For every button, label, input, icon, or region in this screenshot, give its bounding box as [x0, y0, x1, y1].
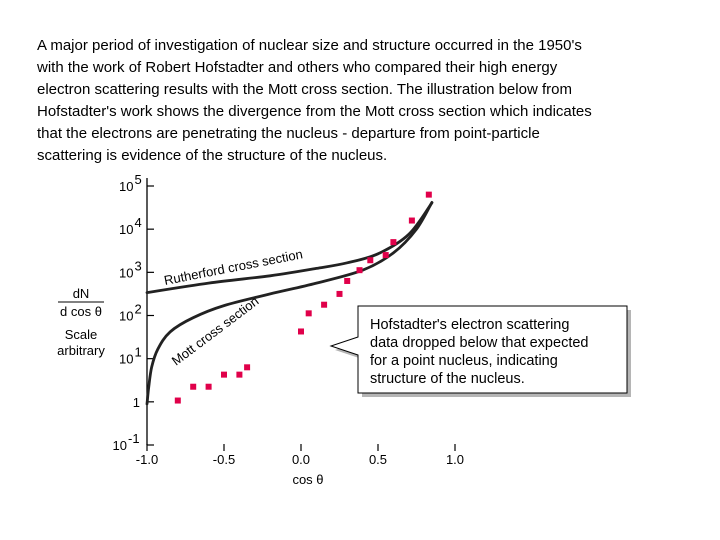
- x-tick-label: 0.0: [292, 452, 310, 467]
- y-tick-exponent: 3: [135, 258, 142, 273]
- callout-line: for a point nucleus, indicating: [370, 353, 558, 369]
- data-point: [336, 290, 343, 297]
- intro-line: scattering is evidence of the structure …: [37, 147, 388, 164]
- y-tick-label: 10: [119, 222, 133, 237]
- intro-line: electron scattering results with the Mot…: [37, 81, 572, 98]
- data-point: [298, 328, 304, 335]
- y-tick-label: 10: [119, 265, 133, 280]
- ylabel-numerator: dN: [73, 286, 90, 301]
- rutherford-curve-label: Rutherford cross section: [163, 246, 304, 288]
- y-tick-label: 10: [119, 352, 133, 367]
- data-point: [382, 252, 389, 259]
- curves: [145, 201, 434, 406]
- y-tick-exponent: -1: [128, 431, 140, 446]
- x-tick-label: 1.0: [446, 452, 464, 467]
- mott-curve: [145, 201, 434, 406]
- x-tick-label: 0.5: [369, 452, 387, 467]
- data-point: [221, 371, 227, 378]
- labels: dN d cos θ Scale arbitrary cos θ Rutherf…: [57, 246, 631, 487]
- x-tick-label: -0.5: [213, 452, 235, 467]
- data-point: [305, 310, 312, 317]
- callout-line: structure of the nucleus.: [370, 371, 525, 387]
- x-tick-label: -1.0: [136, 452, 158, 467]
- callout-line: data dropped below that expected: [370, 335, 588, 351]
- intro-line: that the electrons are penetrating the n…: [37, 125, 540, 142]
- y-tick-label: 10: [113, 438, 127, 453]
- data-point: [356, 267, 363, 274]
- ylabel-scale: Scale: [65, 327, 98, 342]
- data-point: [367, 257, 374, 264]
- data-points: [174, 191, 432, 404]
- y-tick-label: 10: [119, 309, 133, 324]
- data-point: [190, 383, 197, 390]
- data-point: [174, 397, 181, 404]
- y-tick-exponent: 5: [135, 172, 142, 187]
- data-point: [236, 371, 243, 378]
- data-point: [390, 239, 397, 246]
- callout-box: [329, 305, 628, 394]
- mott-curve-label: Mott cross section: [169, 293, 262, 368]
- ylabel-arbitrary: arbitrary: [57, 343, 105, 358]
- data-point: [344, 277, 351, 284]
- data-point: [205, 383, 212, 390]
- xlabel: cos θ: [292, 472, 323, 487]
- y-tick-exponent: 1: [135, 345, 142, 360]
- rutherford-curve: [145, 201, 434, 294]
- data-point: [408, 217, 415, 224]
- intro-paragraph: A major period of investigation of nucle…: [37, 35, 687, 167]
- y-tick-exponent: 2: [135, 302, 142, 317]
- data-point: [425, 191, 432, 198]
- data-point: [244, 364, 251, 371]
- y-tick-exponent: 4: [135, 215, 142, 230]
- data-point: [321, 301, 328, 308]
- intro-line: with the work of Robert Hofstadter and o…: [37, 59, 558, 76]
- y-tick-label: 10: [119, 179, 133, 194]
- intro-line: A major period of investigation of nucle…: [37, 37, 582, 54]
- ylabel-denominator: d cos θ: [60, 304, 102, 319]
- y-tick-label: 1: [133, 395, 140, 410]
- intro-line: Hofstadter's work shows the divergence f…: [37, 103, 592, 120]
- callout-line: Hofstadter's electron scattering: [370, 317, 569, 333]
